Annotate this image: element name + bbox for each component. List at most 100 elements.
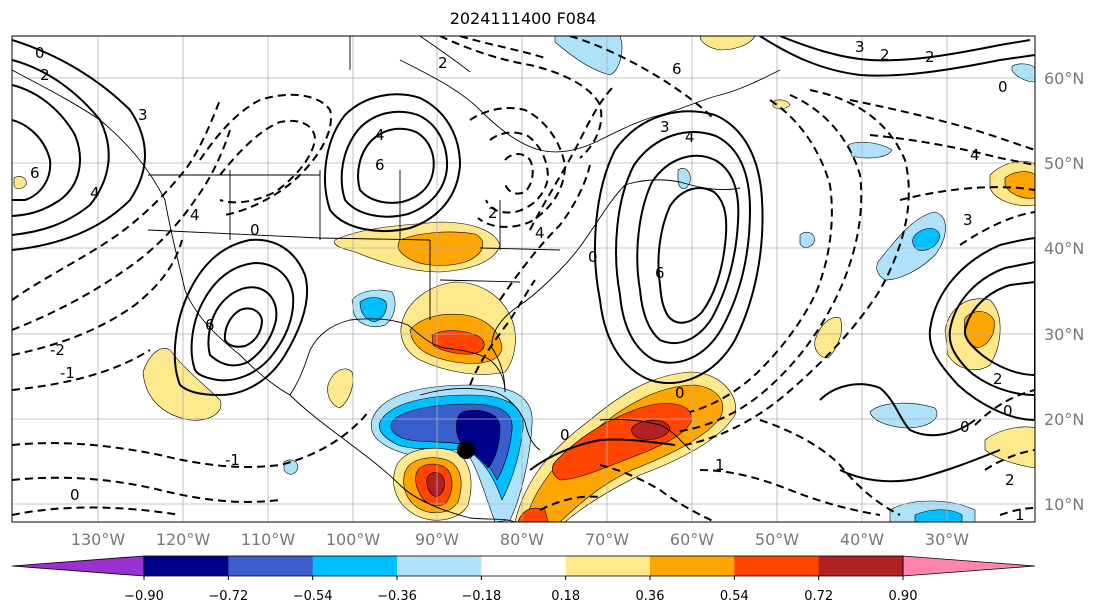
colorbar-tick-label: −0.90 xyxy=(124,589,164,604)
contour-label: 6 xyxy=(655,264,665,282)
contour-label: -1 xyxy=(225,451,240,469)
contour-label: 6 xyxy=(30,164,40,182)
negative-contours xyxy=(12,36,1035,522)
colorbar-ticks: −0.90 −0.72 −0.54 −0.36 −0.18 0.18 0.36 0.54 0.7… xyxy=(124,576,917,604)
contour-label: 4 xyxy=(375,126,385,144)
colorbar-segment xyxy=(818,556,904,576)
lon-label: 120°W xyxy=(156,530,211,549)
colorbar-segment xyxy=(734,556,820,576)
contour-label: 3 xyxy=(138,106,148,124)
negative-anomaly-region xyxy=(799,231,816,248)
contour-label: 4 xyxy=(970,146,980,164)
contour-label: 2 xyxy=(438,54,448,72)
colorbar-segment xyxy=(312,556,398,576)
lon-label: 110°W xyxy=(241,530,296,549)
contour-label: 2 xyxy=(993,370,1003,388)
latitude-labels: 60°N 50°N 40°N 30°N 20°N 10°N xyxy=(1044,69,1084,514)
map-title: 2024111400 F084 xyxy=(449,9,597,28)
lon-label: 90°W xyxy=(415,530,459,549)
positive-anomaly-region xyxy=(517,507,549,522)
contour-label: 0 xyxy=(70,486,80,504)
contour-label: 0 xyxy=(560,426,570,444)
contour-label: 0 xyxy=(250,221,260,239)
colorbar-segment xyxy=(228,556,314,576)
contour-label: 0 xyxy=(35,44,45,62)
contour-label: -2 xyxy=(50,341,65,359)
lat-label: 60°N xyxy=(1044,69,1084,88)
lon-label: 30°W xyxy=(925,530,969,549)
contour-label: 4 xyxy=(535,224,545,242)
contour-label: 2 xyxy=(925,48,935,66)
colorbar-tick-label: −0.18 xyxy=(461,589,501,604)
map-frame xyxy=(11,35,1036,523)
colorbar xyxy=(11,555,1036,577)
contour-label: 1 xyxy=(715,456,725,474)
longitude-labels: 130°W 120°W 110°W 100°W 90°W 80°W 70°W 6… xyxy=(71,530,969,549)
lat-label: 40°N xyxy=(1044,239,1084,258)
contour-label: -1 xyxy=(60,364,75,382)
lon-label: 40°W xyxy=(840,530,884,549)
positive-anomaly-region xyxy=(984,426,1035,469)
contour-label: 4 xyxy=(685,128,695,146)
colorbar-segment xyxy=(481,556,567,576)
contour-labels: 6 4 2 0 6 4 2 6 6 4 3 6 2 2 3 0 4 3 2 0 … xyxy=(30,38,1025,524)
contour-label: 6 xyxy=(205,316,215,334)
negative-anomaly-region xyxy=(847,141,893,159)
graticule xyxy=(12,36,1035,522)
contour-label: 0 xyxy=(960,418,970,436)
contour-label: 6 xyxy=(672,60,682,78)
contour-label: 4 xyxy=(90,184,100,202)
lat-label: 10°N xyxy=(1044,495,1084,514)
colorbar-tick-label: 0.54 xyxy=(720,589,749,604)
colorbar-tick-label: 0.72 xyxy=(804,589,833,604)
colorbar-segment xyxy=(397,556,482,576)
lon-label: 70°W xyxy=(585,530,629,549)
lon-label: 60°W xyxy=(670,530,714,549)
positive-anomaly-region xyxy=(142,348,222,421)
coastlines xyxy=(12,36,781,522)
negative-anomaly-region xyxy=(869,402,938,429)
positive-anomaly-region xyxy=(426,472,445,497)
contour-label: 0 xyxy=(998,78,1008,96)
negative-anomaly-region xyxy=(456,410,501,469)
colorbar-extend-low xyxy=(11,555,145,577)
positive-anomaly-region xyxy=(397,231,484,266)
storm-center-dot xyxy=(457,441,475,459)
negative-anomaly-region xyxy=(283,459,299,475)
colorbar-tick-label: −0.36 xyxy=(377,589,417,604)
colorbar-tick-label: 0.36 xyxy=(636,589,665,604)
positive-anomaly-region xyxy=(1004,171,1035,199)
contour-label: 0 xyxy=(675,384,685,402)
negative-anomaly-region xyxy=(554,36,623,76)
lon-label: 100°W xyxy=(326,530,381,549)
contour-label: 4 xyxy=(190,206,200,224)
colorbar-tick-label: 0.90 xyxy=(889,589,918,604)
contour-label: 3 xyxy=(855,38,865,56)
contour-label: 0 xyxy=(588,248,598,266)
negative-anomaly-region xyxy=(912,228,941,251)
contour-label: 3 xyxy=(963,211,973,229)
negative-anomaly-region xyxy=(914,509,963,522)
negative-anomaly-region xyxy=(359,297,387,323)
colorbar-tick-label: 0.18 xyxy=(551,589,580,604)
lat-label: 20°N xyxy=(1044,410,1084,429)
contour-label: 2 xyxy=(488,204,498,222)
lon-label: 50°W xyxy=(755,530,799,549)
colorbar-tick-label: −0.72 xyxy=(208,589,248,604)
lat-label: 30°N xyxy=(1044,325,1084,344)
negative-anomaly-region xyxy=(1011,63,1035,83)
lon-label: 130°W xyxy=(71,530,126,549)
contour-label: 3 xyxy=(660,118,670,136)
colorbar-segment xyxy=(565,556,651,576)
contour-label: 2 xyxy=(880,46,890,64)
contour-label: 2 xyxy=(40,66,50,84)
positive-contours xyxy=(12,36,1035,483)
colorbar-segment xyxy=(650,556,735,576)
colorbar-tick-label: −0.54 xyxy=(293,589,333,604)
contour-label: 1 xyxy=(1015,506,1025,524)
positive-anomaly-region xyxy=(13,176,27,190)
positive-anomaly-region xyxy=(699,36,756,51)
lon-label: 80°W xyxy=(500,530,544,549)
lat-label: 50°N xyxy=(1044,154,1084,173)
